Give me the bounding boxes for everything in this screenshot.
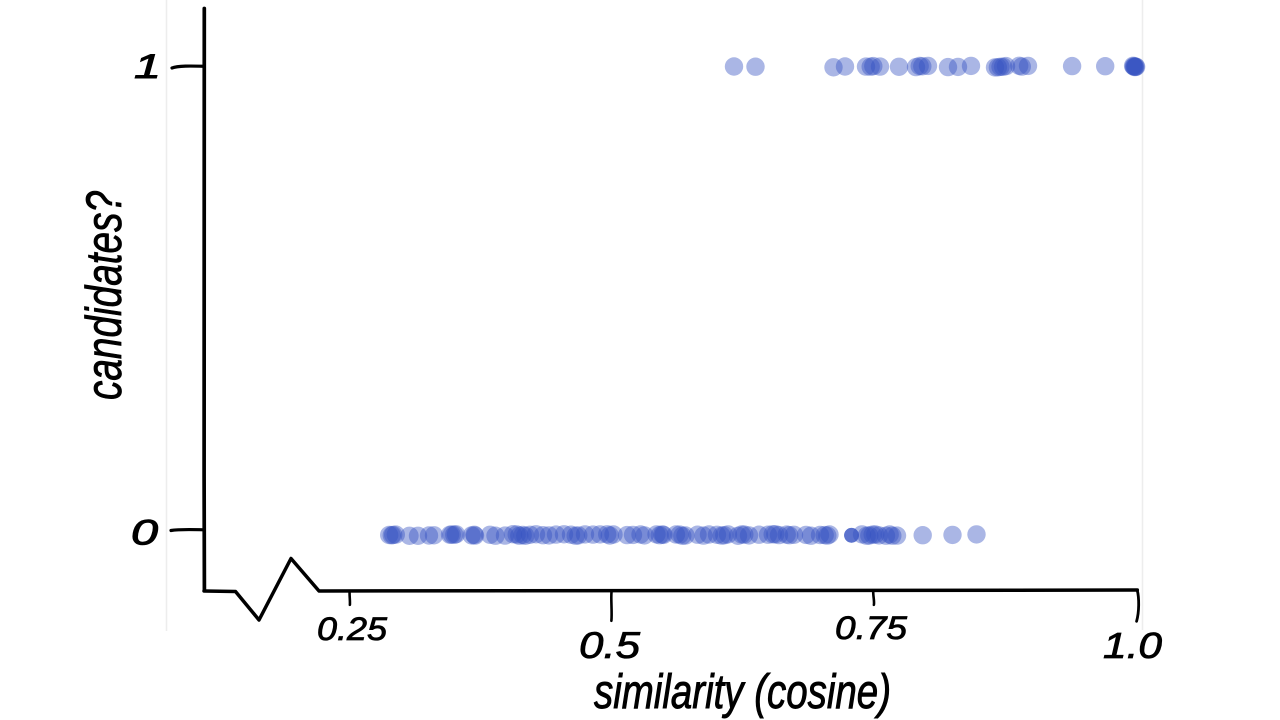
svg-text:similarity (cosine): similarity (cosine): [594, 666, 891, 719]
svg-text:1: 1: [134, 48, 161, 86]
svg-text:candidates?: candidates?: [76, 191, 132, 400]
svg-text:0.75: 0.75: [835, 610, 907, 646]
svg-text:0: 0: [131, 514, 159, 553]
svg-text:0.25: 0.25: [317, 611, 387, 647]
svg-text:0.5: 0.5: [579, 625, 640, 666]
svg-text:1.0: 1.0: [1103, 625, 1162, 666]
